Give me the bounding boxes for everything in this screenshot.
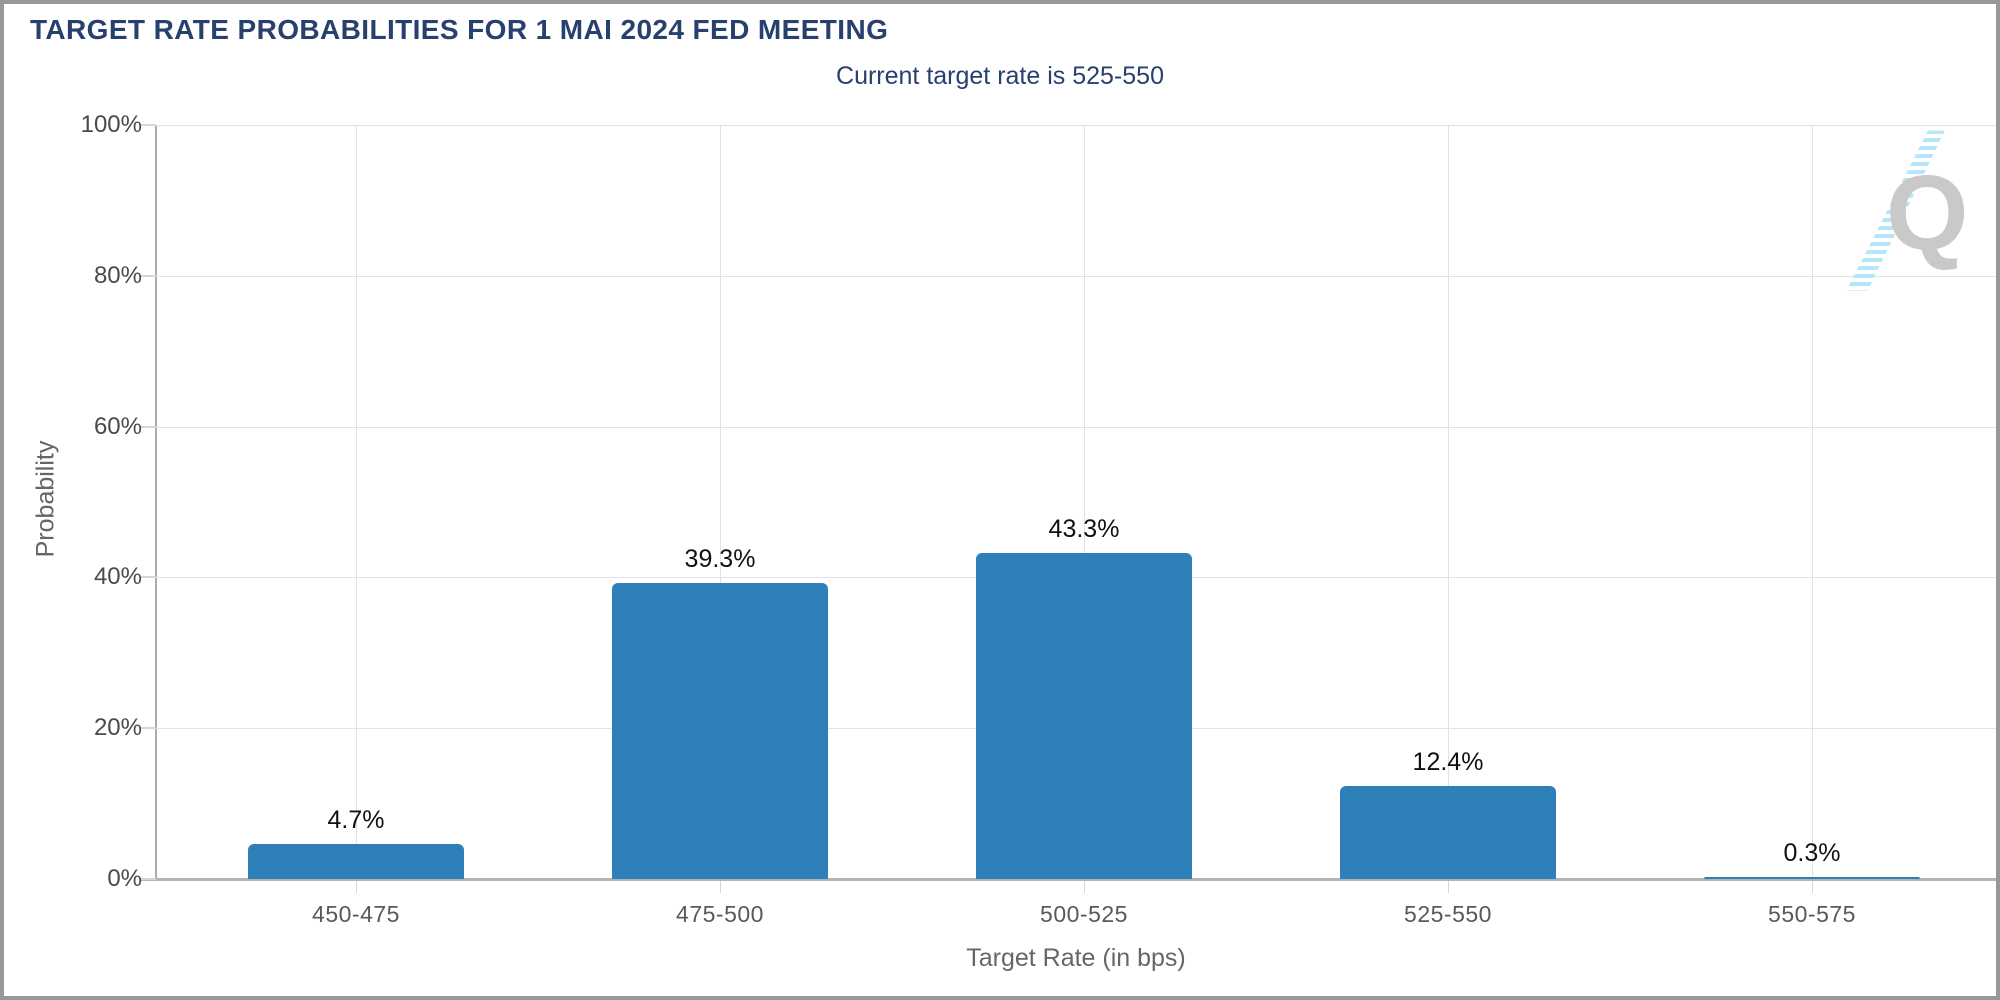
bar-value-label: 4.7% bbox=[327, 806, 385, 834]
x-axis-tick bbox=[720, 881, 721, 893]
probability-bar[interactable] bbox=[612, 583, 828, 879]
probability-bar[interactable] bbox=[248, 844, 464, 879]
y-axis-tick bbox=[140, 878, 156, 880]
y-tick-label: 60% bbox=[93, 412, 142, 440]
v-gridline bbox=[720, 125, 721, 879]
y-axis-tick bbox=[140, 727, 156, 730]
v-gridline bbox=[356, 125, 357, 879]
x-axis-tick bbox=[356, 881, 357, 893]
quikstrike-logo: Q bbox=[1844, 122, 1984, 297]
y-tick-label: 20% bbox=[93, 714, 142, 742]
y-axis-tick bbox=[140, 425, 156, 428]
bar-value-label: 39.3% bbox=[684, 545, 756, 573]
probability-bar[interactable] bbox=[976, 553, 1192, 879]
plot-area: 4.7% 39.3% 43.3% 12.4% 0.3% bbox=[156, 125, 1996, 879]
x-tick-label: 500-525 bbox=[1040, 901, 1128, 927]
x-tick-label: 475-500 bbox=[676, 901, 764, 927]
y-axis-tick bbox=[140, 124, 156, 126]
y-tick-label: 80% bbox=[93, 261, 142, 289]
y-tick-label: 0% bbox=[107, 865, 142, 892]
x-axis-tick bbox=[1812, 881, 1813, 893]
y-axis-title: Probability bbox=[31, 440, 60, 558]
chart-subtitle: Current target rate is 525-550 bbox=[836, 62, 1164, 90]
x-axis-baseline bbox=[140, 878, 1996, 881]
x-tick-label: 550-575 bbox=[1768, 901, 1856, 927]
v-gridline bbox=[1084, 125, 1085, 879]
y-axis-tick bbox=[140, 576, 156, 579]
h-gridline bbox=[156, 275, 1996, 277]
chart-title: TARGET RATE PROBABILITIES FOR 1 MAI 2024… bbox=[30, 14, 889, 45]
y-axis-tick bbox=[140, 274, 156, 277]
x-axis-title: Target Rate (in bps) bbox=[966, 944, 1186, 972]
probability-bar[interactable] bbox=[1704, 877, 1920, 879]
logo-q-letter: Q bbox=[1886, 154, 1969, 272]
v-gridline bbox=[1448, 125, 1449, 879]
bar-value-label: 12.4% bbox=[1412, 748, 1484, 776]
y-tick-label: 40% bbox=[93, 563, 142, 591]
y-axis-line bbox=[155, 125, 157, 879]
probability-bar[interactable] bbox=[1340, 786, 1556, 879]
bar-value-label: 43.3% bbox=[1048, 515, 1120, 543]
y-tick-label: 100% bbox=[80, 111, 142, 138]
x-axis-tick bbox=[1084, 881, 1085, 893]
h-gridline bbox=[156, 125, 1996, 126]
x-tick-label: 525-550 bbox=[1404, 901, 1492, 927]
x-tick-label: 450-475 bbox=[312, 901, 400, 927]
bar-value-label: 0.3% bbox=[1783, 839, 1841, 867]
x-axis-tick bbox=[1448, 881, 1449, 893]
v-gridline bbox=[1812, 125, 1813, 879]
h-gridline bbox=[156, 426, 1996, 428]
